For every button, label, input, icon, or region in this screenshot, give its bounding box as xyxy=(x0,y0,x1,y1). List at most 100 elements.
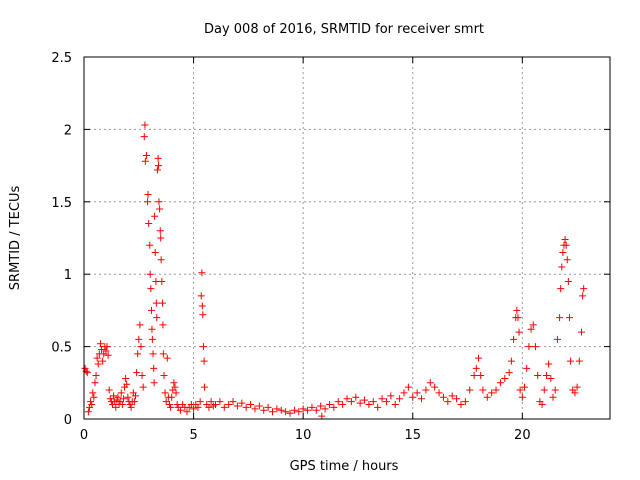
data-point xyxy=(564,277,572,285)
data-point xyxy=(538,401,546,409)
data-point xyxy=(400,389,408,397)
data-point xyxy=(325,401,333,409)
data-point xyxy=(99,357,107,365)
data-point xyxy=(87,398,95,406)
data-point xyxy=(141,157,149,165)
x-axis-label: GPS time / hours xyxy=(290,459,399,474)
data-point xyxy=(457,401,465,409)
data-point xyxy=(492,386,500,394)
data-point xyxy=(160,372,168,380)
x-tick-label: 0 xyxy=(80,428,88,443)
data-point xyxy=(567,357,575,365)
data-point xyxy=(205,403,213,411)
data-point xyxy=(545,360,553,368)
data-point xyxy=(148,306,156,314)
data-point xyxy=(148,325,156,333)
data-point xyxy=(339,401,347,409)
y-tick-label: 0 xyxy=(64,413,72,428)
data-point xyxy=(161,389,169,397)
data-point xyxy=(207,398,215,406)
data-point xyxy=(133,369,141,377)
data-points xyxy=(81,121,588,420)
x-tick-label: 5 xyxy=(189,428,197,443)
data-point xyxy=(475,354,482,362)
data-point xyxy=(176,406,184,414)
data-point xyxy=(84,408,92,416)
data-point xyxy=(514,314,522,322)
data-point xyxy=(277,406,285,414)
data-point xyxy=(83,369,91,377)
data-point xyxy=(159,321,167,329)
data-point xyxy=(138,372,146,380)
data-point xyxy=(98,345,106,353)
data-point xyxy=(562,241,570,249)
x-tick-label: 20 xyxy=(514,428,531,443)
data-point xyxy=(578,328,586,336)
data-point xyxy=(113,396,121,404)
data-point xyxy=(104,351,112,359)
data-point xyxy=(242,403,250,411)
data-point xyxy=(330,403,338,411)
data-point xyxy=(531,343,539,351)
data-point xyxy=(146,270,154,278)
data-point xyxy=(579,292,587,300)
data-point xyxy=(483,393,491,401)
data-point xyxy=(141,121,149,129)
data-point xyxy=(151,212,159,220)
data-point xyxy=(290,406,298,414)
data-point xyxy=(268,408,276,416)
data-point xyxy=(477,372,485,380)
data-point xyxy=(199,311,207,319)
data-point xyxy=(334,398,342,406)
data-point xyxy=(286,409,294,417)
data-point xyxy=(165,401,173,409)
data-point xyxy=(93,354,101,362)
data-point xyxy=(105,386,113,394)
data-point xyxy=(251,405,259,413)
data-point xyxy=(135,335,143,343)
y-tick-label: 2 xyxy=(64,123,72,138)
data-point xyxy=(159,350,167,358)
chart-title: Day 008 of 2016, SRMTID for receiver smr… xyxy=(204,22,484,37)
data-point xyxy=(103,343,111,351)
y-tick-label: 1.5 xyxy=(51,196,72,211)
data-point xyxy=(312,406,320,414)
data-point xyxy=(153,314,161,322)
data-point xyxy=(198,302,206,310)
data-point xyxy=(127,403,135,411)
data-point xyxy=(145,220,153,228)
data-point xyxy=(557,285,565,293)
y-axis-label: SRMTID / TECUs xyxy=(8,186,23,291)
data-point xyxy=(488,389,496,397)
data-point xyxy=(453,395,461,403)
data-point xyxy=(157,234,165,242)
data-point xyxy=(347,398,355,406)
data-point xyxy=(413,389,421,397)
data-point xyxy=(466,386,474,394)
data-point xyxy=(94,360,102,368)
data-point xyxy=(123,380,131,388)
data-point xyxy=(422,386,430,394)
data-point xyxy=(448,392,456,400)
data-point xyxy=(91,379,99,387)
data-point xyxy=(352,393,360,401)
data-point xyxy=(356,399,364,407)
data-point xyxy=(163,354,171,362)
data-point xyxy=(153,166,161,174)
data-point xyxy=(150,364,158,372)
data-point xyxy=(556,314,564,322)
data-point xyxy=(255,402,263,410)
data-point xyxy=(472,364,480,372)
data-point xyxy=(199,343,207,351)
data-point xyxy=(152,299,160,307)
data-point xyxy=(515,328,523,336)
data-point xyxy=(183,408,191,416)
data-point xyxy=(194,403,202,411)
data-point xyxy=(510,335,518,343)
x-tick-label: 10 xyxy=(295,428,312,443)
data-point xyxy=(158,299,166,307)
data-point xyxy=(144,198,152,206)
data-point xyxy=(247,401,255,409)
data-point xyxy=(110,392,118,400)
data-point xyxy=(155,162,163,170)
